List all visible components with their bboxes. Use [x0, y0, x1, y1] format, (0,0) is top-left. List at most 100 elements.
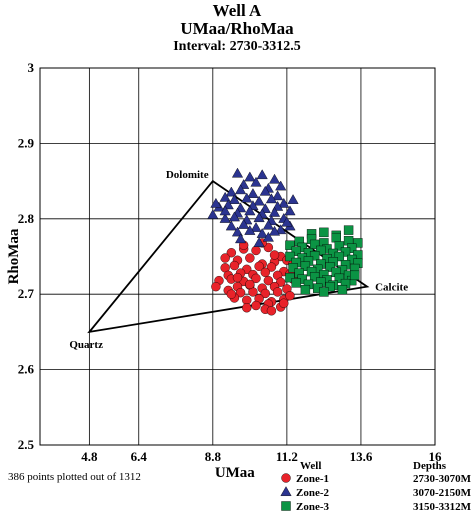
point-zone-3	[316, 245, 326, 256]
point-zone-1	[220, 253, 230, 263]
mineral-label-quartz: Quartz	[69, 339, 103, 351]
legend-marker-zone-3	[281, 501, 291, 511]
y-tick-label: 2.7	[18, 286, 35, 301]
legend-label-zone-3: Zone-3	[296, 501, 330, 512]
point-zone-2	[253, 237, 265, 247]
point-zone-3	[300, 284, 311, 295]
point-zone-2	[250, 176, 262, 187]
point-zone-2	[241, 192, 253, 203]
x-tick-label: 11.2	[276, 449, 298, 464]
point-zone-1	[251, 300, 261, 311]
point-zone-2	[231, 226, 244, 237]
point-zone-3	[334, 273, 345, 284]
point-zone-3	[334, 241, 345, 251]
point-zone-3	[325, 281, 335, 292]
mineral-label-dolomite: Dolomite	[166, 169, 209, 181]
point-zone-1	[266, 306, 277, 316]
mineral-triangle	[87, 179, 370, 334]
x-tick-label: 4.8	[81, 449, 98, 464]
point-zone-2	[238, 219, 250, 229]
point-zone-2	[210, 197, 222, 208]
point-zone-3	[288, 263, 298, 273]
point-zone-2	[250, 222, 262, 232]
point-zone-2	[225, 186, 237, 197]
points-note: 386 points plotted out of 1312	[8, 471, 141, 483]
point-zone-2	[219, 212, 231, 223]
point-zone-2	[278, 197, 290, 208]
x-axis-label: UMaa	[215, 465, 255, 481]
point-zone-2	[244, 171, 256, 182]
point-zone-2	[275, 224, 287, 235]
point-zone-3	[291, 278, 301, 288]
point-zone-2	[268, 173, 281, 184]
point-zone-2	[253, 195, 265, 206]
chart-interval: Interval: 2730-3312.5	[173, 39, 301, 54]
legend-depth-zone-3: 3150-3312M	[413, 501, 472, 512]
point-zone-3	[285, 251, 295, 262]
point-zone-1	[229, 260, 240, 271]
point-zone-2	[244, 225, 256, 235]
y-tick-label: 3	[28, 60, 35, 75]
point-zone-1	[266, 262, 277, 272]
point-zone-1	[260, 267, 270, 278]
point-zone-3	[309, 239, 320, 250]
point-zone-2	[219, 205, 231, 216]
point-zone-2	[253, 212, 265, 223]
point-zone-3	[337, 284, 348, 295]
x-tick-label: 8.8	[205, 449, 222, 464]
point-zone-2	[247, 188, 259, 198]
point-zone-2	[235, 184, 247, 195]
legend-label-zone-2: Zone-2	[296, 487, 330, 499]
point-zone-2	[265, 193, 278, 204]
point-zone-1	[232, 272, 243, 283]
point-zone-2	[228, 194, 240, 204]
x-tick-label: 16	[429, 449, 443, 464]
point-zone-2	[225, 220, 237, 231]
legend-title: Well	[300, 460, 321, 472]
point-zone-3	[300, 261, 311, 272]
point-zone-2	[287, 194, 299, 204]
legend-depth-zone-2: 3070-2150M	[413, 487, 472, 499]
point-zone-1	[272, 287, 283, 297]
point-zone-2	[268, 225, 281, 236]
legend-depth-zone-1: 2730-3070M	[413, 473, 472, 485]
point-zone-3	[309, 272, 320, 282]
point-zone-3	[331, 232, 341, 243]
point-zone-1	[263, 275, 274, 286]
point-zone-3	[343, 225, 354, 235]
point-zone-3	[309, 251, 320, 261]
point-zone-2	[235, 233, 247, 244]
point-zone-2	[275, 180, 287, 191]
chart-titles: Well A UMaa/RhoMaa Interval: 2730-3312.5	[0, 2, 474, 56]
point-zone-3	[350, 270, 360, 281]
point-zone-2	[207, 209, 219, 220]
legend-marker-zone-2	[280, 486, 292, 496]
point-zone-2	[244, 205, 256, 216]
point-zone-3	[319, 287, 329, 297]
point-zone-2	[256, 169, 268, 180]
point-zone-2	[231, 167, 244, 178]
point-zone-2	[259, 185, 271, 196]
point-zone-2	[262, 219, 274, 230]
point-zone-3	[285, 272, 295, 283]
point-zone-1	[226, 289, 237, 299]
point-zone-1	[211, 281, 221, 292]
point-zone-2	[228, 211, 240, 222]
y-tick-label: 2.5	[18, 437, 35, 452]
depths-title: Depths	[413, 460, 447, 472]
point-zone-1	[254, 261, 264, 272]
y-tick-label: 2.6	[18, 362, 35, 377]
point-zone-2	[268, 206, 281, 217]
mineral-label-calcite: Calcite	[375, 282, 408, 294]
legend-marker-zone-1	[281, 473, 291, 483]
point-zone-3	[353, 238, 363, 248]
point-zone-3	[319, 227, 329, 238]
point-zone-3	[334, 251, 345, 262]
point-zone-2	[284, 205, 296, 216]
point-zone-1	[245, 279, 255, 290]
point-zone-1	[251, 273, 261, 284]
point-zone-1	[235, 287, 246, 298]
x-tick-label: 6.4	[131, 449, 148, 464]
x-tick-label: 13.6	[350, 449, 373, 464]
